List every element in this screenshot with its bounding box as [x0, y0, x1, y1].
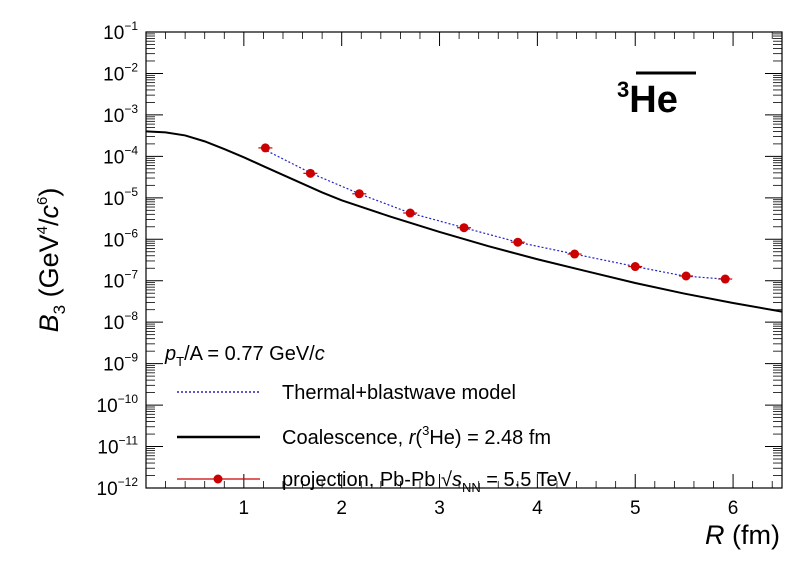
x-tick-label: 3	[434, 498, 445, 519]
x-tick-label: 4	[532, 498, 543, 519]
y-tick-label: 10−7	[103, 268, 138, 293]
projection-point	[681, 271, 691, 281]
projection-point	[305, 168, 315, 178]
y-tick-label: 10−5	[103, 185, 138, 210]
legend-marker-projection	[213, 474, 223, 484]
x-tick-labels: 1 2 3 4 5 6	[239, 498, 739, 519]
y-axis-title: B3 (GeV4/c6)	[34, 188, 69, 333]
pt-label: pT/A = 0.77 GeV/c	[164, 343, 325, 369]
series-line-thermal	[263, 148, 724, 280]
y-tick-label: 10−6	[103, 226, 138, 251]
legend-label-coalescence: Coalescence, r(3He) = 2.48 fm	[282, 423, 551, 449]
projection-point	[459, 223, 469, 233]
legend: Thermal+blastwave model Coalescence, r(3…	[177, 382, 572, 495]
y-tick-label: 10−9	[103, 351, 138, 376]
y-tick-labels: 10−12 10−11 10−10 10−9 10−8 10−7 10−6 10−5 10−4 1…	[97, 19, 139, 500]
legend-label-projection: projection, Pb-Pb √sNN = 5.5 TeV	[282, 469, 572, 495]
projection-point	[630, 262, 640, 272]
x-axis-title: R (fm)	[705, 520, 780, 550]
x-tick-label: 5	[630, 498, 641, 519]
projection-point	[260, 143, 270, 153]
legend-label-thermal: Thermal+blastwave model	[282, 382, 516, 404]
y-tick-label: 10−3	[103, 102, 138, 127]
svg-text:3He: 3He	[617, 77, 678, 121]
y-tick-label: 10−12	[97, 475, 139, 500]
projection-point	[513, 237, 523, 247]
y-tick-label: 10−4	[103, 143, 138, 168]
y-tick-label: 10−11	[97, 434, 138, 459]
x-tick-label: 1	[239, 498, 250, 519]
series-line-coalescence	[145, 130, 783, 313]
plot-frame	[145, 31, 783, 489]
y-tick-label: 10−2	[103, 60, 138, 85]
y-tick-label: 10−1	[103, 19, 138, 44]
x-tick-label: 6	[728, 498, 739, 519]
projection-point	[720, 274, 730, 284]
projection-point	[405, 208, 415, 218]
x-tick-label: 2	[336, 498, 347, 519]
series-layer	[145, 130, 783, 313]
y-tick-label: 10−8	[103, 309, 138, 334]
projection-point	[354, 189, 364, 199]
axis-ticks	[145, 31, 782, 489]
y-tick-label: 10−10	[97, 392, 139, 417]
projection-point	[570, 249, 580, 259]
antihelium-annotation: 3He	[617, 71, 696, 121]
